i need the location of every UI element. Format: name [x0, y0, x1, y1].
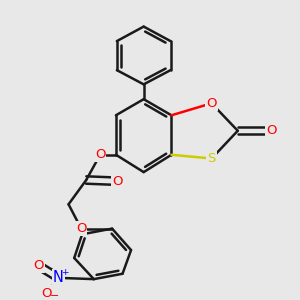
Text: O: O [266, 124, 277, 137]
Text: +: + [61, 268, 68, 277]
Text: S: S [207, 152, 216, 165]
Text: N: N [53, 270, 64, 285]
Text: O: O [34, 260, 44, 272]
Text: O: O [112, 175, 123, 188]
Text: O: O [76, 222, 86, 235]
Text: O: O [41, 287, 52, 300]
Text: O: O [206, 97, 217, 110]
Text: −: − [50, 292, 59, 300]
Text: O: O [95, 148, 105, 161]
